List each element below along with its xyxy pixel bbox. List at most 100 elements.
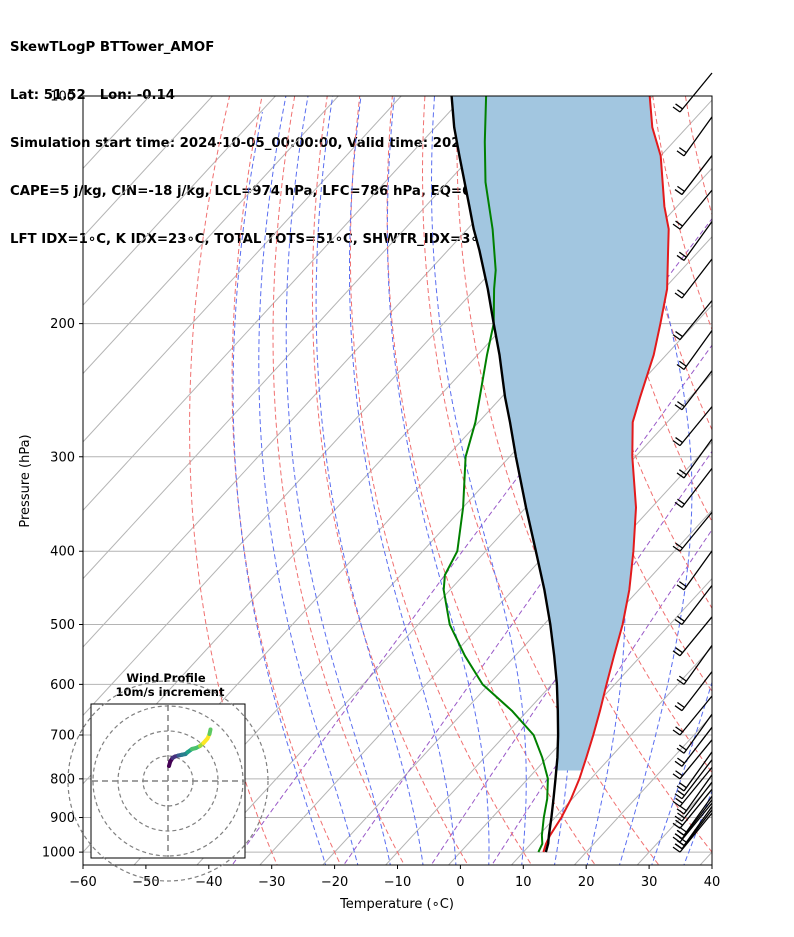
mixing-ratio-line: [491, 528, 712, 865]
dry-adiabat: [712, 61, 794, 883]
y-tick-label: 700: [50, 728, 75, 743]
x-tick-label: −50: [132, 875, 159, 890]
moist-adiabat: [708, 61, 794, 883]
y-tick-label: 300: [50, 450, 75, 465]
x-tick-label: 10: [515, 875, 532, 890]
wind-barb: [674, 759, 713, 800]
isotherm-line: [699, 851, 712, 865]
y-axis-label: Pressure (hPa): [18, 434, 33, 527]
isotherm-line: [83, 96, 277, 306]
x-tick-label: 40: [704, 875, 721, 890]
x-tick-label: −10: [384, 875, 411, 890]
cape-area: [451, 96, 669, 771]
isotherm-line: [510, 646, 712, 865]
isotherm-line: [83, 96, 340, 375]
hodograph-title: Wind Profile: [126, 671, 206, 685]
dry-adiabat: [775, 61, 794, 883]
wind-barb: [672, 72, 713, 113]
isotherm-line: [573, 714, 712, 865]
dry-adiabat: [272, 96, 405, 865]
isotherm-line: [83, 96, 214, 238]
wind-barb: [676, 550, 713, 591]
y-tick-label: 400: [50, 545, 75, 560]
moist-adiabat: [618, 96, 693, 865]
wind-barb: [674, 467, 713, 508]
moist-adiabat: [349, 96, 457, 865]
wind-barb: [676, 751, 713, 792]
y-tick-label: 600: [50, 678, 75, 693]
wind-barb: [672, 616, 713, 657]
wind-barb: [676, 644, 713, 685]
moist-adiabat: [386, 96, 490, 865]
x-tick-label: 0: [456, 875, 464, 890]
wind-barb: [674, 726, 713, 767]
chart-title: SkewTLogP BTTower_AMOF: [10, 40, 215, 55]
moist-adiabat: [258, 96, 359, 865]
wind-barbs: [672, 72, 713, 853]
wind-barb: [676, 221, 713, 261]
dry-adiabat: [386, 96, 596, 865]
temperature-line: [542, 96, 670, 853]
mixing-ratio-line: [343, 344, 712, 865]
wind-barb: [674, 781, 713, 822]
parcel-line: [450, 96, 560, 853]
moist-adiabat: [651, 680, 712, 865]
dry-adiabat: [421, 96, 660, 865]
wind-barb: [672, 406, 713, 447]
wind-barb: [672, 695, 713, 736]
wind-barb: [672, 788, 713, 829]
moist-adiabat: [315, 96, 424, 865]
dewpoint-line: [442, 96, 549, 853]
wind-barb: [676, 116, 713, 157]
mixing-ratio-line: [430, 450, 712, 865]
x-tick-label: 20: [578, 875, 595, 890]
dry-adiabat: [456, 96, 712, 853]
moist-adiabat: [285, 96, 391, 865]
dry-adiabat: [684, 96, 712, 217]
isotherm-line: [83, 96, 465, 512]
x-tick-label: −30: [258, 875, 285, 890]
wind-barb: [674, 155, 713, 196]
wind-barb: [674, 585, 713, 626]
wind-barb: [674, 258, 713, 299]
isotherm-line: [83, 96, 528, 580]
wind-barb: [672, 189, 713, 230]
wind-barb: [672, 300, 713, 341]
y-tick-label: 200: [50, 317, 75, 332]
moist-adiabat: [683, 789, 712, 865]
wind-barb: [676, 330, 713, 371]
moist-adiabat: [232, 111, 327, 865]
isotherm-line: [384, 509, 712, 865]
y-tick-label: 100: [50, 90, 75, 105]
x-tick-label: −20: [321, 875, 348, 890]
dry-adiabat: [231, 96, 342, 865]
wind-barb: [676, 438, 713, 479]
cape-shading: [451, 96, 669, 771]
x-tick-label: 30: [641, 875, 658, 890]
mixing-ratio-line: [231, 217, 712, 865]
y-tick-label: 1000: [42, 846, 75, 861]
hodograph-segment: [207, 727, 213, 736]
mixing-ratio-lines: [231, 217, 712, 865]
x-axis-label: Temperature (∘C): [339, 897, 454, 912]
profile-lines: [442, 96, 670, 853]
x-tick-label: −60: [69, 875, 96, 890]
wind-barb: [672, 511, 713, 552]
wind-barb: [672, 766, 713, 807]
isotherm-line: [83, 96, 402, 443]
wind-barb: [672, 739, 713, 780]
y-tick-label: 800: [50, 772, 75, 787]
hodograph-ring: [67, 680, 269, 882]
dry-adiabat: [311, 96, 469, 865]
indices-line: LFT IDX=1∘C, K IDX=23∘C, TOTAL TOTS=51∘C…: [10, 232, 489, 247]
dry-adiabat: [554, 96, 712, 610]
dry-adiabat: [743, 61, 794, 883]
wind-barb: [674, 671, 713, 712]
x-tick-label: −40: [195, 875, 222, 890]
wind-barb: [674, 370, 713, 411]
y-tick-label: 900: [50, 811, 75, 826]
wind-barb: [676, 713, 713, 754]
hodograph-inset: Wind Profile 10m/s increment: [67, 671, 269, 882]
